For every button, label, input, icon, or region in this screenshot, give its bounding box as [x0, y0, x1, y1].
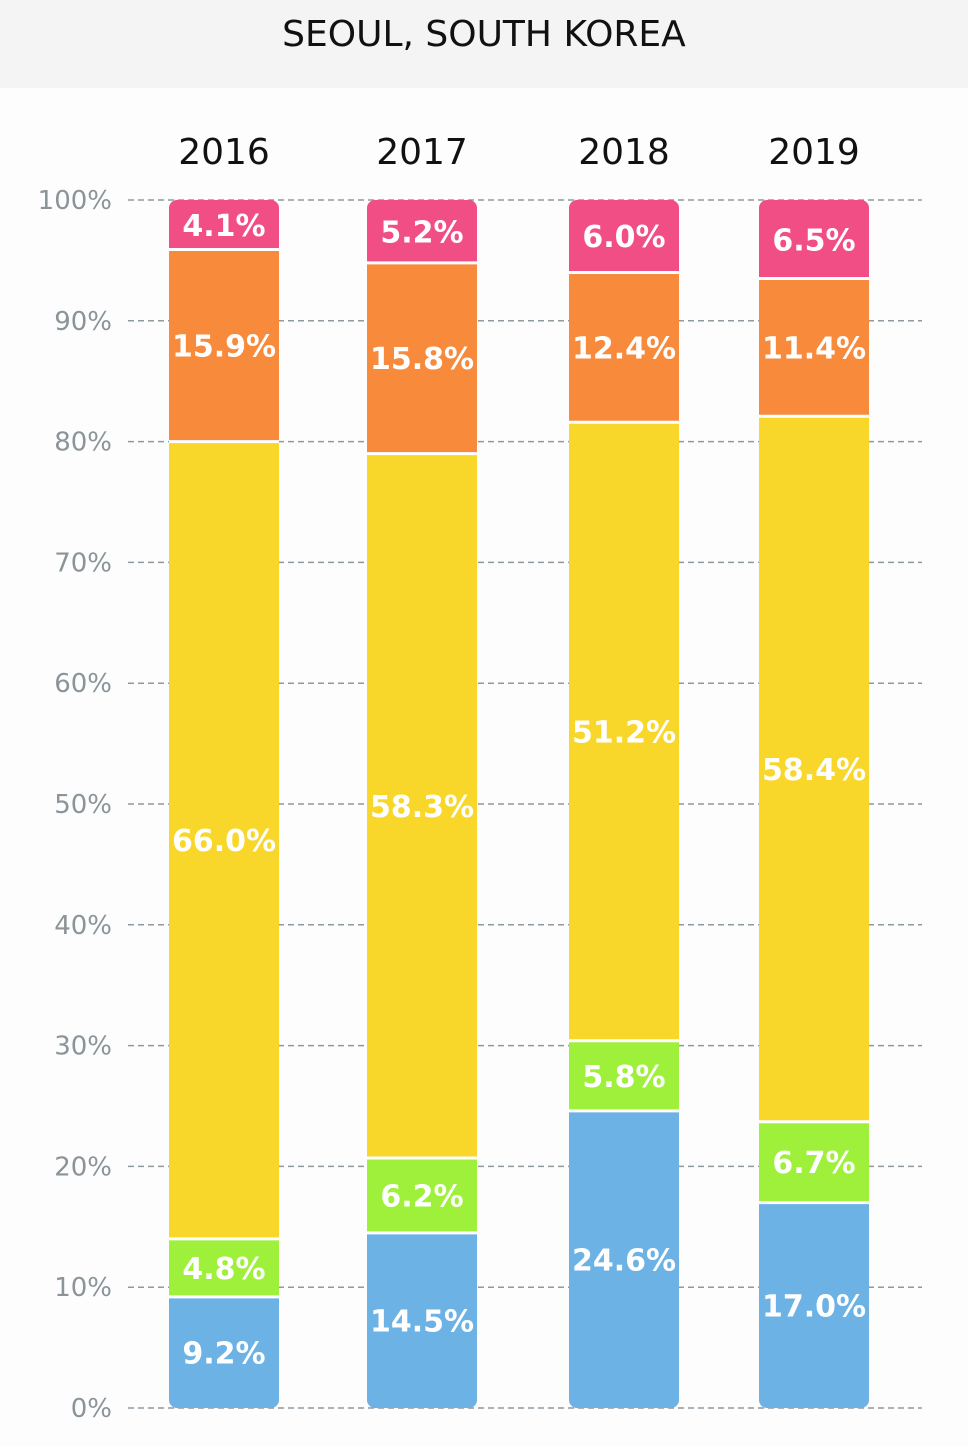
data-label: 4.8% [182, 1252, 265, 1287]
bar-segment [367, 453, 477, 1158]
bar-segment [569, 272, 679, 423]
y-tick-label: 70% [54, 548, 112, 578]
bar-segment-corner [759, 1202, 869, 1213]
bar-segment-corner [169, 239, 279, 250]
data-label: 58.3% [370, 790, 474, 825]
data-label: 6.2% [380, 1179, 463, 1214]
bar-segment [169, 249, 279, 442]
bar-segment-corner [569, 262, 679, 273]
bar-segment [367, 262, 477, 454]
data-label: 15.8% [370, 342, 474, 377]
y-tick-label: 60% [54, 669, 112, 699]
data-label: 51.2% [572, 716, 676, 751]
y-tick-label: 90% [54, 307, 112, 337]
bar-segment [569, 200, 679, 273]
bar-segment-corner [169, 1296, 279, 1307]
bar-segment [367, 1232, 477, 1408]
bar-group-2016: 9.2% 4.8% 66.0% 15.9% 4.1% [169, 200, 279, 1408]
bar-segment-corner [759, 268, 869, 279]
bar-segment [169, 200, 279, 250]
data-label: 24.6% [572, 1243, 676, 1278]
bar-segment-corner [367, 252, 477, 263]
y-axis-ticks: 0% 10% 20% 30% 40% 50% 60% 70% 80% 90% 100% [38, 186, 112, 1424]
data-label: 5.2% [380, 215, 463, 250]
data-label: 6.7% [772, 1146, 855, 1181]
bar-segment [759, 278, 869, 417]
category-labels: 2016 2017 2018 2019 [178, 132, 860, 173]
bar-segment [759, 1121, 869, 1203]
bar-segment [569, 1110, 679, 1408]
data-label: 4.1% [182, 209, 265, 244]
data-label: 9.2% [182, 1336, 265, 1371]
bar-segment [569, 1040, 679, 1111]
bar-segment [759, 200, 869, 279]
bars: 9.2% 4.8% 66.0% 15.9% 4.1% 14.5% 6.2% 58.3% 15.8… [169, 200, 869, 1408]
bar-segment [169, 1238, 279, 1297]
title-band [0, 0, 968, 88]
data-label: 12.4% [572, 331, 676, 366]
data-label: 6.0% [582, 220, 665, 255]
data-label: 17.0% [762, 1289, 866, 1324]
y-tick-label: 50% [54, 790, 112, 820]
bar-segment [759, 416, 869, 1122]
bar-segment [169, 441, 279, 1239]
bar-segment [367, 200, 477, 263]
category-label: 2017 [376, 132, 468, 173]
data-label: 6.5% [772, 223, 855, 258]
bar-segment [367, 1157, 477, 1233]
bar-segment-corner [569, 1110, 679, 1121]
data-label: 15.9% [172, 330, 276, 365]
y-tick-label: 40% [54, 911, 112, 941]
data-label: 58.4% [762, 753, 866, 788]
bar-group-2018: 24.6% 5.8% 51.2% 12.4% 6.0% [569, 200, 679, 1408]
category-label: 2018 [578, 132, 670, 173]
data-label: 14.5% [370, 1304, 474, 1339]
data-label: 66.0% [172, 824, 276, 859]
category-label: 2016 [178, 132, 270, 173]
bar-group-2019: 17.0% 6.7% 58.4% 11.4% 6.5% [759, 200, 869, 1408]
bar-segment [169, 1296, 279, 1408]
data-label: 5.8% [582, 1060, 665, 1095]
chart-title: SEOUL, SOUTH KOREA [282, 14, 686, 55]
y-tick-label: 0% [71, 1394, 112, 1424]
y-tick-label: 20% [54, 1152, 112, 1182]
bar-segment [569, 422, 679, 1041]
data-label: 11.4% [762, 331, 866, 366]
bar-segment-corner [367, 1232, 477, 1243]
category-label: 2019 [768, 132, 860, 173]
y-tick-label: 80% [54, 428, 112, 458]
y-tick-label: 30% [54, 1032, 112, 1062]
bar-segment [759, 1202, 869, 1408]
y-tick-label: 100% [38, 186, 112, 216]
y-tick-label: 10% [54, 1273, 112, 1303]
bar-group-2017: 14.5% 6.2% 58.3% 15.8% 5.2% [367, 200, 477, 1408]
